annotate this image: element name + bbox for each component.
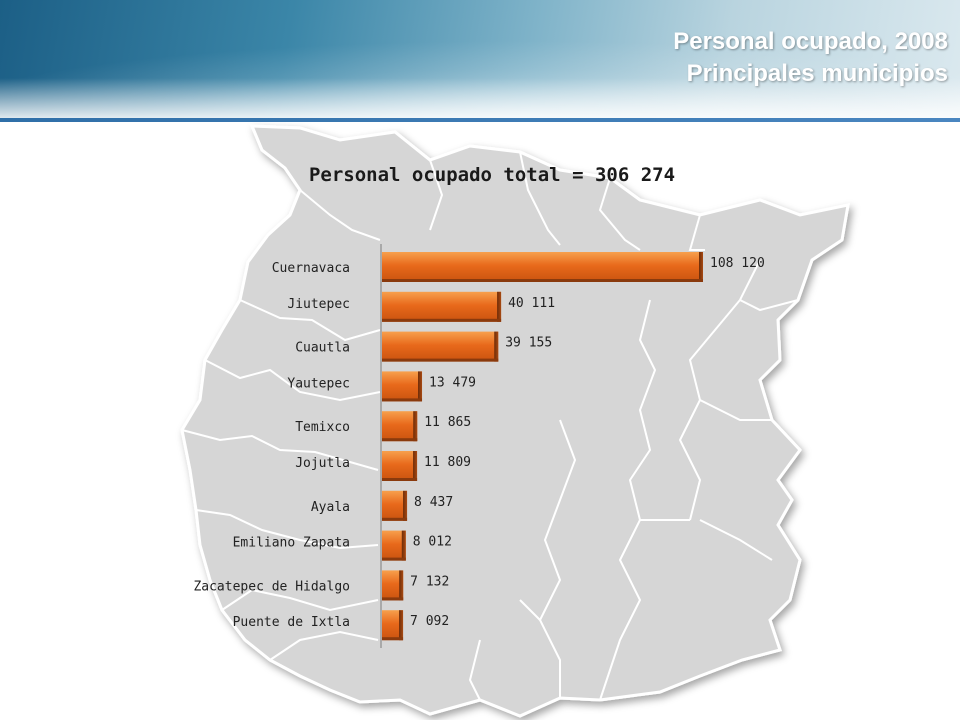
bar — [382, 570, 404, 601]
bar-end-cap — [401, 530, 406, 561]
bar — [382, 331, 499, 362]
map-municipal-borders — [181, 151, 799, 701]
bar-face — [382, 291, 502, 322]
value-label: 108 120 — [710, 256, 765, 271]
category-label: Yautepec — [287, 376, 350, 391]
category-label: Jojutla — [295, 456, 350, 471]
bar-face — [382, 451, 418, 481]
bar-base-shade — [382, 398, 423, 402]
bar-base-shade — [382, 358, 499, 362]
bar-end-cap — [413, 451, 418, 481]
bar-base-shade — [382, 517, 408, 521]
bar — [382, 530, 406, 561]
slide-title: Personal ocupado, 2008 — [673, 28, 948, 55]
value-label: 39 155 — [505, 336, 552, 351]
bar — [382, 490, 408, 521]
value-label: 13 479 — [429, 375, 476, 390]
category-label: Puente de Ixtla — [233, 615, 350, 630]
bars — [382, 252, 703, 641]
category-label: Ayala — [311, 500, 350, 515]
value-labels: 108 120 40 111 39 155 13 479 11 865 11 809 8 4… — [410, 256, 765, 629]
bar-end-cap — [497, 291, 502, 322]
bar-end-cap — [403, 490, 408, 521]
slide-subtitle: Principales municipios — [686, 60, 948, 87]
value-label: 8 437 — [414, 495, 453, 510]
bar-base-shade — [382, 318, 502, 322]
bar-base-shade — [382, 597, 404, 601]
value-label: 11 865 — [424, 415, 471, 430]
bar-end-cap — [699, 252, 703, 282]
category-label: Zacatepec de Hidalgo — [193, 579, 350, 594]
bar-base-shade — [382, 438, 418, 442]
value-label: 11 809 — [424, 455, 471, 470]
bar-face — [382, 530, 406, 561]
bar — [382, 411, 418, 442]
bar-face — [382, 252, 703, 282]
bar-face — [382, 610, 404, 641]
header-banner — [0, 0, 960, 118]
bar-face — [382, 371, 423, 402]
bar-base-shade — [382, 478, 418, 481]
category-label: Temixco — [295, 420, 350, 435]
category-labels: Cuernavaca Jiutepec Cuautla Yautepec Temixco… — [193, 261, 350, 630]
chart-title: Personal ocupado total = 306 274 — [308, 164, 676, 186]
bar-end-cap — [418, 371, 423, 402]
bar — [382, 252, 703, 282]
bar-face — [382, 570, 404, 601]
bar-face — [382, 490, 408, 521]
bar-face — [382, 411, 418, 442]
header-fade — [0, 78, 960, 118]
bar-face — [382, 331, 499, 362]
value-label: 40 111 — [508, 296, 555, 311]
category-label: Cuernavaca — [272, 261, 350, 276]
value-label: 8 012 — [413, 535, 452, 550]
bar-end-cap — [399, 570, 404, 601]
bar-base-shade — [382, 637, 404, 641]
header-rule — [0, 118, 960, 122]
value-label: 7 092 — [410, 614, 449, 629]
value-label: 7 132 — [410, 574, 449, 589]
bar — [382, 371, 423, 402]
bar-end-cap — [494, 331, 499, 362]
category-label: Emiliano Zapata — [233, 536, 350, 551]
category-label: Cuautla — [295, 341, 350, 356]
bar — [382, 451, 418, 481]
bar — [382, 291, 502, 322]
category-label: Jiutepec — [287, 297, 350, 312]
bar-end-cap — [399, 610, 404, 641]
bar-base-shade — [382, 557, 406, 561]
bar-base-shade — [382, 279, 703, 282]
bar — [382, 610, 404, 641]
bar-end-cap — [413, 411, 418, 442]
